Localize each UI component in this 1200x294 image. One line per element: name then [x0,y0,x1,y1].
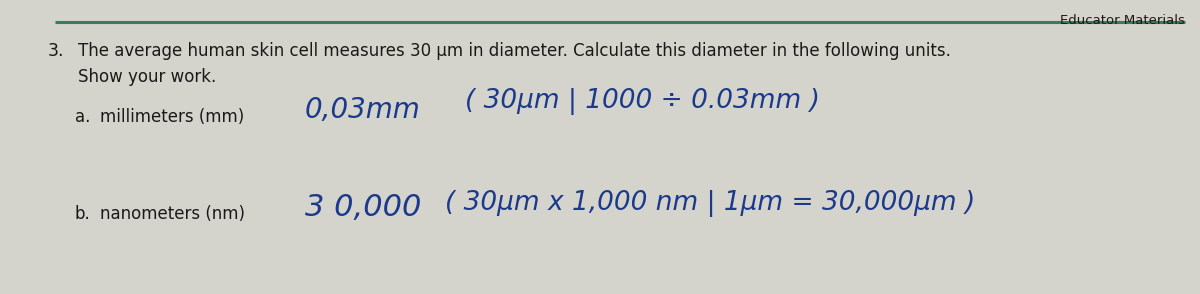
Text: nanometers (nm): nanometers (nm) [100,205,245,223]
Text: 0,03mm: 0,03mm [305,96,421,124]
Text: The average human skin cell measures 30 μm in diameter. Calculate this diameter : The average human skin cell measures 30 … [78,42,950,60]
Text: Show your work.: Show your work. [78,68,216,86]
Text: 3 0,000: 3 0,000 [305,193,421,222]
Text: 3.: 3. [48,42,65,60]
Text: ( 30μm | 1000 ÷ 0.03mm ): ( 30μm | 1000 ÷ 0.03mm ) [466,88,820,115]
Text: b.: b. [74,205,91,223]
Text: a.: a. [74,108,90,126]
Text: millimeters (mm): millimeters (mm) [100,108,245,126]
Text: ( 30μm x 1,000 nm | 1μm = 30,000μm ): ( 30μm x 1,000 nm | 1μm = 30,000μm ) [445,190,976,217]
Text: Educator Materials: Educator Materials [1060,14,1186,27]
